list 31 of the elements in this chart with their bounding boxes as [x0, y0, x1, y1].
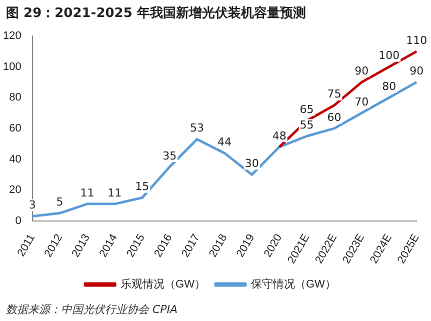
- legend-label: 保守情况（GW）: [251, 278, 336, 291]
- y-tick-label: 100: [2, 60, 22, 73]
- data-label: 90: [410, 64, 424, 78]
- data-label: 53: [190, 122, 204, 135]
- data-label: 48: [272, 129, 286, 142]
- y-tick-label: 60: [9, 122, 22, 134]
- data-label: 100: [378, 49, 400, 62]
- data-label: 75: [327, 88, 342, 101]
- data-label: 11: [80, 186, 94, 200]
- data-label: 30: [244, 157, 259, 170]
- legend-label: 乐观情况（GW）: [120, 278, 206, 291]
- y-tick-label: 80: [9, 92, 22, 104]
- data-label: 60: [327, 110, 342, 124]
- data-label: 70: [354, 95, 369, 108]
- data-label: 44: [217, 135, 232, 148]
- data-label: 55: [300, 118, 314, 132]
- data-label: 80: [382, 80, 396, 93]
- data-label: 110: [406, 34, 428, 47]
- chart-title: 图 29：2021-2025 年我国新增光伏装机容量预测: [5, 4, 307, 22]
- y-tick-label: 40: [9, 153, 22, 166]
- y-tick-label: 0: [15, 214, 22, 227]
- data-label: 65: [300, 103, 314, 116]
- source-note: 数据来源：中国光伏行业协会 CPIA: [5, 302, 179, 318]
- y-tick-label: 120: [2, 30, 22, 42]
- data-label: 5: [56, 196, 64, 209]
- data-label: 15: [135, 180, 150, 194]
- data-label: 35: [162, 149, 177, 162]
- data-label: 11: [108, 186, 122, 200]
- data-label: 90: [354, 64, 369, 78]
- y-tick-label: 20: [9, 184, 22, 196]
- data-label: 3: [28, 198, 36, 212]
